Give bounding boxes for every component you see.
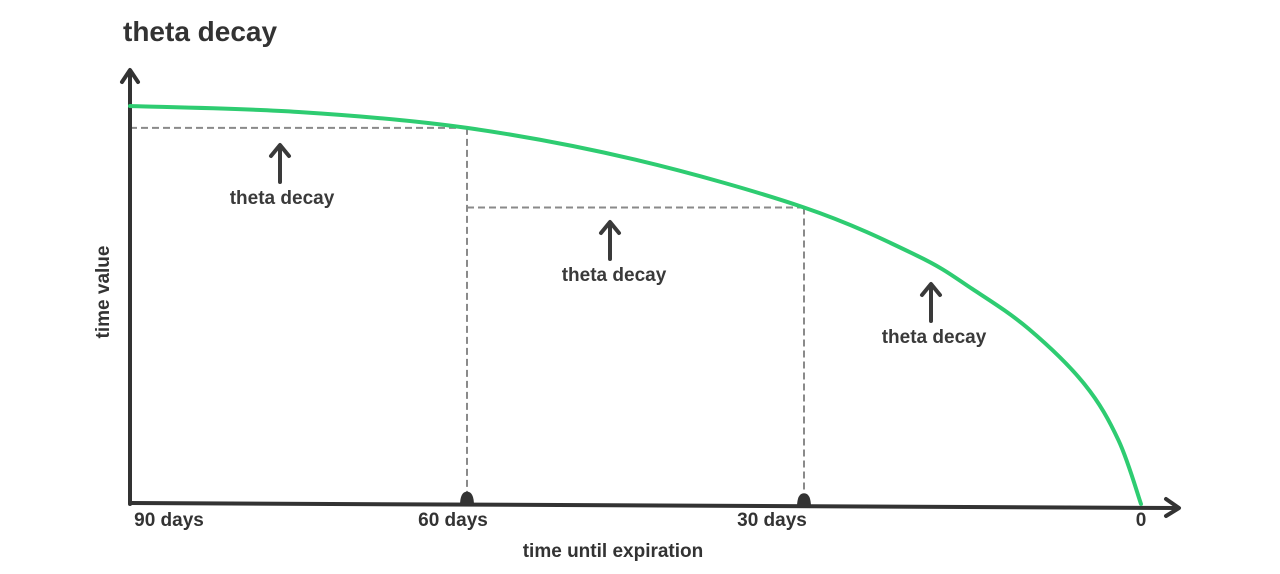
x-tick-label-30-days: 30 days bbox=[737, 510, 807, 531]
annotation-label-2: theta decay bbox=[561, 265, 667, 286]
x-tick-label-90-days: 90 days bbox=[134, 510, 204, 531]
annotation-arrow-1 bbox=[269, 143, 291, 184]
chart-title: theta decay bbox=[123, 16, 278, 47]
tick-mark-60-days bbox=[460, 491, 474, 506]
annotation-label-1: theta decay bbox=[229, 188, 335, 209]
reference-guides bbox=[130, 126, 805, 507]
x-axis-label: time until expiration bbox=[522, 541, 704, 562]
x-tick-label-0: 0 bbox=[1135, 510, 1147, 531]
annotation-arrow-3 bbox=[920, 282, 942, 323]
annotation-arrows bbox=[269, 143, 942, 323]
tick-mark-30-days bbox=[797, 493, 811, 508]
y-axis-arrowhead bbox=[120, 68, 140, 84]
time-value-curve bbox=[128, 104, 1143, 506]
tick-marks bbox=[460, 491, 811, 508]
x-axis bbox=[128, 501, 1180, 510]
y-axis-label: time value bbox=[93, 245, 114, 339]
x-tick-label-60-days: 60 days bbox=[418, 510, 488, 531]
x-axis-arrowhead bbox=[1164, 497, 1181, 518]
annotation-label-3: theta decay bbox=[881, 327, 987, 348]
axes bbox=[120, 68, 1181, 518]
annotation-arrow-2 bbox=[599, 220, 621, 261]
